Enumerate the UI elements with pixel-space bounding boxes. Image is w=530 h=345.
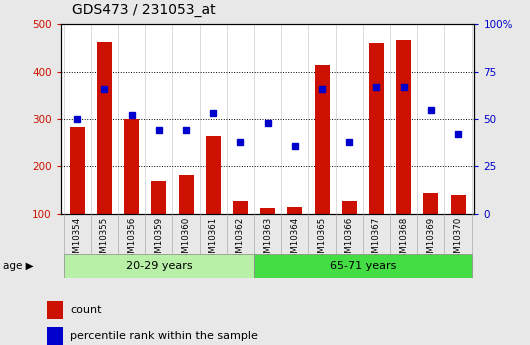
Text: GSM10367: GSM10367: [372, 217, 381, 264]
Text: GSM10364: GSM10364: [290, 217, 299, 264]
Text: 65-71 years: 65-71 years: [330, 261, 396, 271]
Bar: [47, 327, 64, 345]
Bar: [423, 193, 438, 214]
Text: GSM10361: GSM10361: [209, 217, 218, 264]
Bar: [342, 201, 357, 214]
Text: GSM10359: GSM10359: [154, 217, 163, 264]
Text: GSM10369: GSM10369: [426, 217, 435, 264]
Text: GSM10366: GSM10366: [344, 217, 354, 264]
Text: percentile rank within the sample: percentile rank within the sample: [70, 331, 258, 341]
Bar: [450, 195, 465, 214]
Text: age ▶: age ▶: [3, 261, 33, 271]
Text: GSM10365: GSM10365: [317, 217, 326, 264]
Bar: [287, 207, 302, 214]
Bar: [396, 40, 411, 214]
Bar: [369, 43, 384, 214]
Bar: [315, 66, 330, 214]
Text: GSM10370: GSM10370: [454, 217, 463, 264]
Bar: [260, 208, 275, 214]
Text: GSM10354: GSM10354: [73, 217, 82, 264]
Bar: [254, 254, 472, 278]
Bar: [233, 201, 248, 214]
Text: GDS473 / 231053_at: GDS473 / 231053_at: [72, 3, 215, 17]
Bar: [47, 301, 64, 319]
Bar: [179, 175, 193, 214]
Text: 20-29 years: 20-29 years: [126, 261, 192, 271]
Bar: [124, 119, 139, 214]
Text: GSM10360: GSM10360: [182, 217, 191, 264]
Text: GSM10355: GSM10355: [100, 217, 109, 264]
Bar: [70, 127, 85, 214]
Text: count: count: [70, 305, 102, 315]
Bar: [97, 42, 112, 214]
Text: GSM10363: GSM10363: [263, 217, 272, 264]
Bar: [64, 254, 254, 278]
Bar: [206, 136, 220, 214]
Text: GSM10368: GSM10368: [399, 217, 408, 264]
Text: GSM10356: GSM10356: [127, 217, 136, 264]
Bar: [152, 181, 166, 214]
Text: GSM10362: GSM10362: [236, 217, 245, 264]
